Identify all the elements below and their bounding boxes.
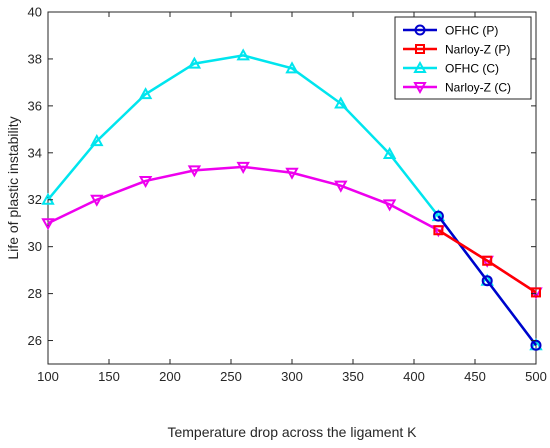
y-tick-label-1: 28 xyxy=(28,286,42,301)
x-tick-label-1: 150 xyxy=(98,369,120,384)
y-tick-label-4: 34 xyxy=(28,145,42,160)
y-axis-label: Life of plastic instability xyxy=(5,116,21,259)
point-2-2 xyxy=(138,87,153,100)
point-0-0 xyxy=(432,210,444,222)
legend-marker-2 xyxy=(413,60,427,73)
x-tick-label-6: 400 xyxy=(403,369,425,384)
point-0-1 xyxy=(481,275,493,287)
legend-marker-1 xyxy=(415,44,425,54)
series-layer xyxy=(41,48,543,351)
legend-label-3: Narloy-Z (C) xyxy=(445,81,511,95)
x-tick-label-7: 450 xyxy=(464,369,486,384)
y-tick-label-7: 40 xyxy=(28,5,42,20)
x-tick-label-4: 300 xyxy=(281,369,303,384)
legend-label-1: Narloy-Z (P) xyxy=(445,43,510,57)
legend-marker-0 xyxy=(414,24,426,36)
legend-entry-1: Narloy-Z (P) xyxy=(403,43,510,57)
point-2-7 xyxy=(382,146,397,159)
point-3-7 xyxy=(382,199,397,212)
point-1-2 xyxy=(531,287,541,298)
legend: OFHC (P) Narloy-Z (P) OFHC (C) Narloy-Z (C) xyxy=(394,16,532,100)
point-2-4 xyxy=(236,48,250,61)
x-tick-label-0: 100 xyxy=(37,369,59,384)
y-tick-label-5: 36 xyxy=(28,98,42,113)
legend-label-2: OFHC (C) xyxy=(445,62,499,76)
point-3-0 xyxy=(41,218,55,231)
point-1-1 xyxy=(482,255,493,266)
legend-entry-2: OFHC (C) xyxy=(403,60,499,76)
series-line-0 xyxy=(437,215,537,346)
point-2-6 xyxy=(334,96,348,109)
x-tick-label-3: 250 xyxy=(220,369,242,384)
axis-ticks: 100 150 200 250 300 350 400 450 500 26 28 30 32 34 36 3… xyxy=(28,5,547,385)
point-3-6 xyxy=(334,180,348,193)
y-tick-label-6: 38 xyxy=(28,51,42,66)
point-3-5 xyxy=(285,167,299,180)
point-2-5 xyxy=(285,61,299,74)
point-3-4 xyxy=(236,161,250,174)
point-3-3 xyxy=(187,165,202,178)
y-tick-label-2: 30 xyxy=(28,239,42,254)
legend-marker-3 xyxy=(413,82,427,95)
x-tick-label-5: 350 xyxy=(342,369,364,384)
series-line-1 xyxy=(437,229,537,294)
point-3-2 xyxy=(138,175,153,189)
legend-entry-0: OFHC (P) xyxy=(403,24,498,38)
y-tick-label-0: 26 xyxy=(28,333,42,348)
x-tick-label-8: 500 xyxy=(525,369,547,384)
series-1 xyxy=(433,225,541,298)
x-tick-label-2: 200 xyxy=(159,369,181,384)
point-1-0 xyxy=(433,225,444,236)
series-0 xyxy=(432,210,542,351)
x-axis-label: Temperature drop across the ligament K xyxy=(167,424,417,440)
legend-label-0: OFHC (P) xyxy=(445,24,498,38)
legend-entry-3: Narloy-Z (C) xyxy=(403,81,511,95)
point-2-3 xyxy=(187,56,202,69)
point-2-1 xyxy=(90,134,104,147)
y-tick-label-3: 32 xyxy=(28,192,42,207)
point-3-1 xyxy=(90,194,104,207)
